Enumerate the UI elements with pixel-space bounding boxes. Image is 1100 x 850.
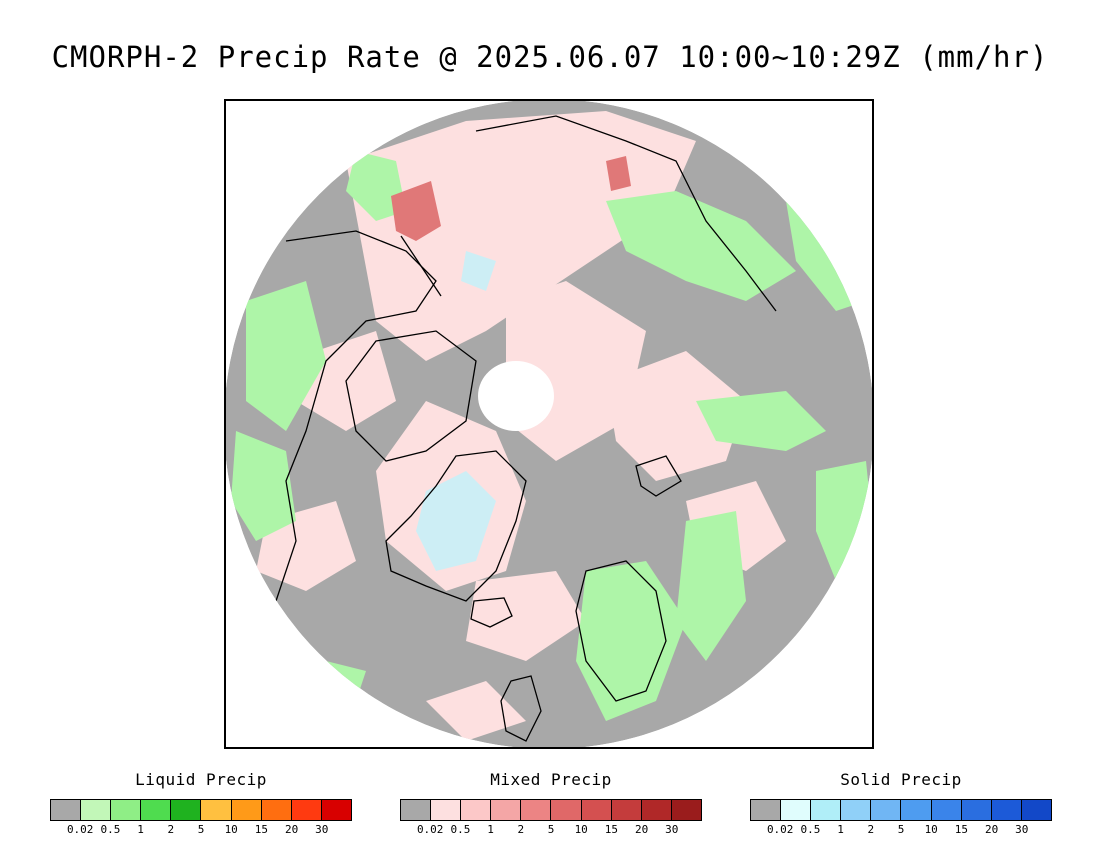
polar-precip-map (224, 99, 874, 749)
mixed-swatch-7 (611, 800, 642, 820)
mixed-tick-label: 5 (547, 823, 555, 836)
solid-swatch-6 (931, 800, 962, 820)
liquid-swatch-3 (141, 800, 172, 820)
mixed-swatch-8 (641, 800, 672, 820)
pole-data-void (478, 361, 554, 431)
liquid-swatch-9 (321, 800, 351, 820)
north-america-coast (275, 230, 437, 602)
liquid-swatch-4 (171, 800, 202, 820)
solid-swatch-7 (961, 800, 992, 820)
alaska-border (400, 235, 442, 297)
mixed-precip-legend: Mixed Precip 0.02 0.5 1 2 5 10 15 20 30 (400, 770, 702, 837)
solid-swatch-1 (781, 800, 812, 820)
mixed-tick-label: 15 (604, 823, 619, 836)
liquid-tick-label: 2 (167, 823, 175, 836)
solid-swatch-8 (991, 800, 1022, 820)
coastlines (275, 115, 777, 742)
mixed-swatch-4 (521, 800, 552, 820)
liquid-swatch-6 (231, 800, 262, 820)
liquid-tick-label: 15 (254, 823, 269, 836)
solid-tick-label: 0.02 (766, 823, 794, 836)
solid-swatch-9 (1021, 800, 1051, 820)
mixed-legend-ticks: 0.02 0.5 1 2 5 10 15 20 30 (400, 823, 702, 837)
liquid-tick-label: 30 (315, 823, 329, 836)
liquid-tick-label: 0.02 (66, 823, 94, 836)
liquid-swatch-0 (51, 800, 82, 820)
solid-tick-label: 5 (897, 823, 905, 836)
iceland-coast (470, 597, 513, 628)
mixed-swatch-3 (491, 800, 522, 820)
liquid-tick-label: 10 (224, 823, 238, 836)
liquid-legend-swatches (50, 799, 352, 821)
mixed-tick-label: 30 (665, 823, 679, 836)
svalbard-coast (635, 455, 682, 497)
mixed-tick-label: 0.02 (416, 823, 444, 836)
mixed-swatch-9 (671, 800, 701, 820)
liquid-legend-title: Liquid Precip (135, 770, 267, 789)
solid-swatch-4 (871, 800, 902, 820)
liquid-swatch-1 (81, 800, 112, 820)
mixed-tick-label: 10 (574, 823, 588, 836)
solid-tick-label: 20 (984, 823, 999, 836)
liquid-swatch-5 (201, 800, 232, 820)
solid-tick-label: 0.5 (800, 823, 821, 836)
mixed-tick-label: 0.5 (450, 823, 471, 836)
liquid-tick-label: 5 (197, 823, 205, 836)
heavier-mixed-precip-areas (391, 156, 631, 241)
solid-tick-label: 2 (867, 823, 875, 836)
mixed-swatch-5 (551, 800, 582, 820)
solid-legend-ticks: 0.02 0.5 1 2 5 10 15 20 30 (750, 823, 1052, 837)
liquid-swatch-7 (261, 800, 292, 820)
liquid-tick-label: 0.5 (100, 823, 121, 836)
liquid-legend-ticks: 0.02 0.5 1 2 5 10 15 20 30 (50, 823, 352, 837)
solid-swatch-0 (751, 800, 782, 820)
polar-map-svg (226, 101, 872, 747)
scandinavia-coast (575, 560, 667, 702)
solid-swatch-5 (901, 800, 932, 820)
liquid-precip-legend: Liquid Precip 0.02 0.5 1 2 5 10 15 20 30 (50, 770, 352, 837)
mixed-legend-title: Mixed Precip (490, 770, 612, 789)
solid-legend-title: Solid Precip (840, 770, 962, 789)
solid-tick-label: 1 (837, 823, 844, 836)
solid-precip-areas (416, 251, 496, 571)
mixed-tick-label: 2 (517, 823, 525, 836)
solid-precip-legend: Solid Precip 0.02 0.5 1 2 5 10 15 20 30 (750, 770, 1052, 837)
siberia-coast (475, 115, 777, 312)
mixed-tick-label: 20 (634, 823, 649, 836)
solid-legend-swatches (750, 799, 1052, 821)
liquid-swatch-2 (111, 800, 142, 820)
solid-swatch-3 (841, 800, 872, 820)
solid-tick-label: 30 (1015, 823, 1029, 836)
solid-tick-label: 10 (924, 823, 938, 836)
liquid-tick-label: 20 (284, 823, 299, 836)
canadian-archipelago-coast (345, 330, 477, 462)
mixed-swatch-2 (461, 800, 492, 820)
mixed-swatch-0 (401, 800, 432, 820)
mixed-swatch-1 (431, 800, 462, 820)
mixed-swatch-6 (581, 800, 612, 820)
liquid-tick-label: 1 (137, 823, 144, 836)
map-title: CMORPH-2 Precip Rate @ 2025.06.07 10:00~… (51, 40, 1049, 74)
mixed-legend-swatches (400, 799, 702, 821)
liquid-swatch-8 (291, 800, 322, 820)
greenland-coast (385, 450, 527, 602)
british-isles-coast (500, 675, 542, 742)
mixed-tick-label: 1 (487, 823, 494, 836)
solid-tick-label: 15 (954, 823, 969, 836)
solid-swatch-2 (811, 800, 842, 820)
